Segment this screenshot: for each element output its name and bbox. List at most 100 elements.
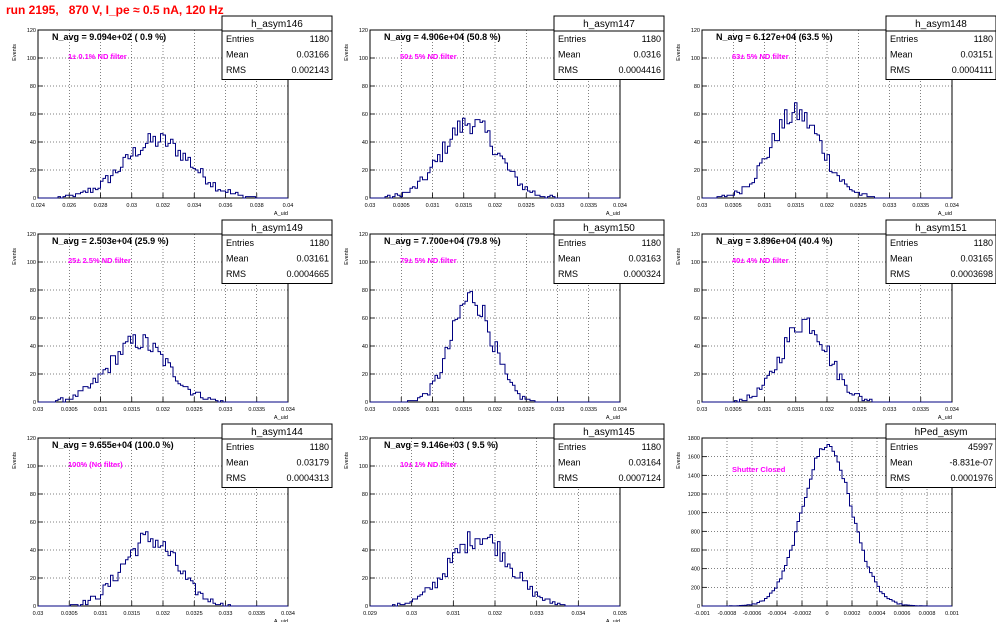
histogram-bin [101, 181, 104, 198]
y-axis-title: Events [12, 248, 18, 265]
stats-mean-value: 0.03166 [296, 50, 329, 60]
histogram-bin [123, 343, 126, 402]
histogram-bin [767, 597, 770, 606]
histogram-bin [822, 350, 825, 402]
y-tick-label: 60 [30, 316, 36, 322]
histogram-bin [435, 375, 438, 402]
histogram-bin [193, 584, 196, 606]
histogram-bin [895, 602, 898, 606]
y-tick-label: 60 [30, 520, 36, 526]
histogram-bin [792, 545, 795, 606]
x-tick-label: 0.031 [758, 407, 772, 413]
histogram-bin [485, 321, 488, 402]
histogram-bin [423, 394, 426, 402]
histogram-bin [530, 586, 533, 606]
histogram-panel: 0.03 0.0305 0.031 0.0315 0.032 0.0325 0.033 0.0… [344, 15, 665, 217]
histogram-bin [755, 396, 758, 402]
histogram-bin [203, 177, 206, 198]
filter-label: 1± 0.1% ND filter [68, 52, 127, 61]
histogram-bin [832, 173, 835, 198]
histogram-bin [146, 143, 149, 198]
y-tick-label: 120 [359, 436, 368, 442]
stats-mean-label: Mean [558, 254, 581, 264]
x-tick-label: 0.033 [883, 407, 897, 413]
x-tick-label: 0.03 [126, 203, 137, 209]
histogram-bin [513, 577, 516, 606]
histogram-bin [203, 399, 206, 402]
histogram-bin [825, 160, 828, 198]
histogram-bin [56, 401, 59, 402]
y-tick-label: 80 [694, 288, 700, 294]
histogram-bin [757, 166, 760, 198]
histogram-bin [545, 599, 548, 606]
histogram-bin [857, 394, 860, 402]
histogram-bin [191, 395, 194, 402]
histogram-bin [201, 398, 204, 402]
histogram-bin [528, 191, 531, 198]
y-tick-label: 40 [694, 344, 700, 350]
y-tick-label: 100 [359, 464, 368, 470]
stats-entries-label: Entries [226, 34, 255, 44]
histogram-bin [433, 160, 436, 198]
histogram-bin [867, 197, 870, 198]
x-tick-label: 0.0315 [455, 203, 472, 209]
histogram-bin [782, 571, 785, 606]
histogram-bin [495, 155, 498, 198]
histogram-bin [775, 588, 778, 606]
x-tick-label: 0.032 [156, 203, 170, 209]
y-tick-label: 200 [691, 585, 700, 591]
histogram-bin [73, 395, 76, 402]
histogram-bin [400, 197, 403, 198]
histogram-bin [171, 551, 174, 606]
histogram-bin [762, 385, 765, 402]
histogram-bin [473, 303, 476, 402]
histogram-bin [428, 173, 431, 198]
x-tick-label: 0.0315 [787, 407, 804, 413]
histogram-bin [845, 482, 848, 606]
histogram-bin [181, 574, 184, 606]
histogram-bin [825, 352, 828, 402]
x-axis-title: A_uid [938, 415, 952, 421]
histogram-bin [450, 340, 453, 402]
histogram-bin [518, 394, 521, 402]
histogram-bin [473, 549, 476, 606]
stats-rms-label: RMS [890, 269, 910, 279]
histogram-bin [86, 605, 89, 606]
stats-rms-value: 0.0004416 [618, 65, 661, 75]
x-tick-label: 0.0315 [787, 203, 804, 209]
stats-mean-label: Mean [558, 50, 581, 60]
histogram-bin [455, 549, 458, 606]
histogram-bin [196, 595, 199, 606]
x-tick-label: 0.03 [365, 203, 376, 209]
histogram-bin [106, 584, 109, 606]
histogram-bin [503, 553, 506, 606]
y-tick-label: 20 [30, 168, 36, 174]
histogram-bin [61, 398, 64, 402]
histogram-bin [820, 449, 823, 606]
histogram-bin [211, 599, 214, 606]
histogram-bin [777, 582, 780, 606]
histogram-bin [198, 392, 201, 402]
histogram-bin [473, 127, 476, 198]
histogram-bin [847, 494, 850, 606]
histogram-bin [840, 374, 843, 402]
histogram-bin [111, 356, 114, 402]
histogram-bin [805, 319, 808, 402]
histogram-bin [772, 373, 775, 402]
histogram-bin [550, 603, 553, 606]
x-axis-title: A_uid [274, 415, 288, 421]
histogram-bin [782, 359, 785, 402]
histogram-bin [485, 539, 488, 606]
y-tick-label: 0 [697, 196, 700, 202]
filter-label: 40± 4% ND filter [732, 256, 789, 265]
x-tick-label: 0.038 [250, 203, 264, 209]
histogram-bin [807, 318, 810, 402]
histogram-bin [525, 187, 528, 198]
histogram-bin [96, 599, 99, 606]
histogram-bin [106, 176, 109, 198]
histogram-bin [800, 332, 803, 402]
histogram-bin [742, 187, 745, 198]
histogram-bin [790, 122, 793, 198]
histogram-bin [458, 121, 461, 198]
histogram-bin [885, 597, 888, 606]
